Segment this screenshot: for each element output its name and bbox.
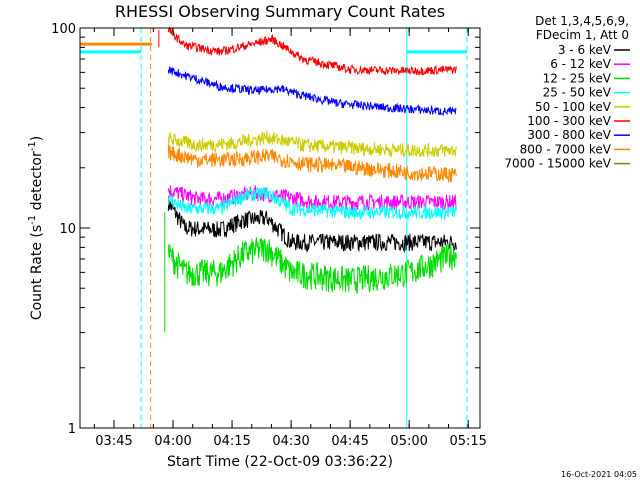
y-tick-label: 1 xyxy=(68,422,76,437)
x-tick-label: 04:15 xyxy=(213,434,250,449)
legend-label: 6 - 12 keV xyxy=(550,57,612,71)
series-line-3 xyxy=(167,237,457,294)
legend-label: 50 - 100 keV xyxy=(535,100,612,114)
series-line-6 xyxy=(167,26,457,76)
x-tick-label: 04:30 xyxy=(272,434,309,449)
legend-label: 7000 - 15000 keV xyxy=(504,157,611,171)
x-tick-label: 05:15 xyxy=(449,434,486,449)
series-line-4 xyxy=(167,186,457,221)
x-tick-label: 03:45 xyxy=(95,434,132,449)
plot-area xyxy=(80,26,468,428)
series-line-1 xyxy=(167,195,457,253)
legend-label: 300 - 800 keV xyxy=(527,128,611,142)
legend: Det 1,3,4,5,6,9, FDecim 1, Att 0 3 - 6 k… xyxy=(504,14,630,171)
y-tick-label: 100 xyxy=(51,22,76,37)
legend-header-line-2: FDecim 1, Att 0 xyxy=(536,28,629,42)
legend-header-line-1: Det 1,3,4,5,6,9, xyxy=(535,14,629,28)
series-line-7 xyxy=(167,66,457,117)
axes: 1 10 100 03:45 04:00 04:15 04:30 04:45 05:00 05:1… xyxy=(51,22,487,449)
legend-label: 800 - 7000 keV xyxy=(520,142,612,156)
y-tick-label: 10 xyxy=(59,222,76,237)
legend-label: 3 - 6 keV xyxy=(558,43,612,57)
legend-label: 100 - 300 keV xyxy=(527,114,611,128)
x-tick-label: 04:00 xyxy=(154,434,191,449)
footer-timestamp: 16-Oct-2021 04:05 xyxy=(561,470,637,479)
series-line-8 xyxy=(167,144,457,183)
legend-label: 12 - 25 keV xyxy=(543,71,612,85)
legend-label: 25 - 50 keV xyxy=(543,86,612,100)
x-axis-label: Start Time (22-Oct-09 03:36:22) xyxy=(167,454,393,470)
series-line-5 xyxy=(167,130,457,158)
x-tick-label: 04:45 xyxy=(331,434,368,449)
y-axis-label: Count Rate (s-1 detector-1) xyxy=(27,136,45,320)
x-tick-label: 05:00 xyxy=(390,434,427,449)
chart-title: RHESSI Observing Summary Count Rates xyxy=(115,2,445,21)
